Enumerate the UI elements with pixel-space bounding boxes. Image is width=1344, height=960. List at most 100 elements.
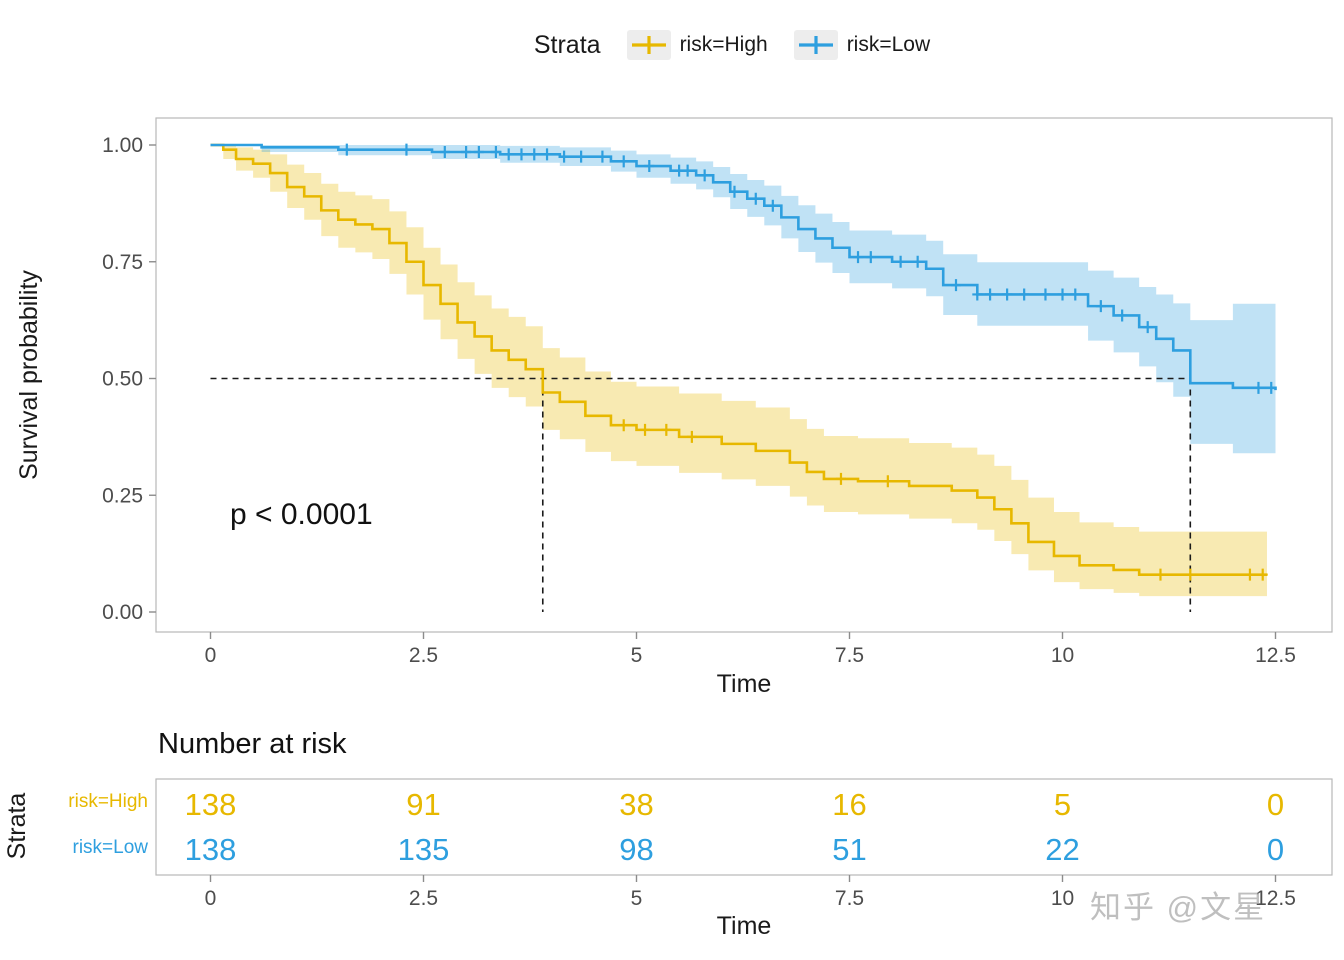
censor-mark [661, 423, 672, 436]
censor-mark [401, 143, 412, 156]
legend: Strata risk=High risk=Low [60, 30, 1344, 60]
x-tick-label: 12.5 [1255, 644, 1296, 667]
risk-x-tick-label: 5 [631, 887, 643, 910]
censor-mark [682, 164, 693, 177]
plus-censor-low-icon [793, 30, 838, 60]
censor-mark [341, 143, 352, 156]
risk-count: 16 [832, 787, 866, 822]
censor-mark [767, 199, 778, 212]
risk-x-tick-label: 0 [205, 887, 217, 910]
censor-mark [1155, 568, 1166, 581]
censor-mark [729, 185, 740, 198]
x-axis-title: Time [716, 670, 772, 698]
y-tick-label: 0.75 [102, 251, 143, 274]
risk-x-tick-label: 2.5 [409, 887, 438, 910]
risk-count: 98 [619, 832, 653, 867]
censor-mark [1185, 568, 1196, 581]
censor-mark [516, 148, 527, 161]
plot-panel [155, 117, 1333, 633]
censor-mark [473, 146, 484, 159]
censor-mark [640, 423, 651, 436]
risk-table-x-axis-title: Time [716, 912, 772, 940]
legend-label-risk-low: risk=Low [846, 33, 931, 56]
censor-mark [985, 288, 996, 301]
y-tick-label: 0.50 [102, 368, 143, 391]
censor-mark [972, 288, 983, 301]
risk-x-tick-label: 7.5 [835, 887, 864, 910]
censor-mark [1266, 381, 1277, 394]
censor-mark [439, 146, 450, 159]
risk-count: 91 [406, 787, 440, 822]
y-tick-label: 0.25 [102, 484, 143, 507]
censor-mark [559, 150, 570, 163]
risk-count: 138 [185, 787, 237, 822]
risk-count: 138 [185, 832, 237, 867]
risk-row-label-high: risk=High [68, 791, 148, 812]
censor-mark [1253, 381, 1264, 394]
censor-mark [503, 148, 514, 161]
censor-mark [1117, 309, 1128, 322]
censor-mark [1142, 321, 1153, 334]
legend-item-risk-low[interactable]: risk=Low [793, 30, 931, 60]
risk-x-tick-label: 10 [1051, 887, 1074, 910]
censor-mark [490, 146, 501, 159]
legend-label-risk-high: risk=High [679, 33, 768, 56]
risk-count: 5 [1054, 787, 1071, 822]
x-tick-label: 2.5 [409, 644, 438, 667]
censor-mark [674, 164, 685, 177]
ci-band-low [210, 145, 1276, 465]
censor-mark [618, 155, 629, 168]
censor-mark [895, 255, 906, 268]
legend-item-risk-high[interactable]: risk=High [626, 30, 768, 60]
risk-table-box [155, 778, 1333, 876]
censor-mark [750, 192, 761, 205]
risk-table-title: Number at risk [158, 728, 347, 760]
censor-mark [1257, 568, 1268, 581]
y-axis-title: Survival probability [15, 270, 43, 480]
risk-count: 135 [398, 832, 450, 867]
censor-mark [686, 430, 697, 443]
risk-row-label-low: risk=Low [72, 837, 149, 858]
risk-count: 0 [1267, 787, 1284, 822]
x-tick-label: 7.5 [835, 644, 864, 667]
risk-x-tick-label: 12.5 [1255, 887, 1296, 910]
censor-mark [1019, 288, 1030, 301]
legend-title: Strata [533, 30, 601, 59]
censor-mark [529, 148, 540, 161]
risk-table-y-axis-title: Strata [3, 792, 31, 860]
x-tick-label: 0 [205, 644, 217, 667]
censor-mark [644, 160, 655, 173]
censor-mark [853, 251, 864, 264]
censor-mark [882, 475, 893, 488]
ci-band-high [210, 145, 1267, 597]
y-tick-label: 0.00 [102, 601, 143, 624]
risk-count: 38 [619, 787, 653, 822]
y-tick-label: 1.00 [102, 134, 143, 157]
censor-mark [576, 150, 587, 163]
censor-mark [699, 169, 710, 182]
x-tick-label: 10 [1051, 644, 1074, 667]
censor-mark [1040, 288, 1051, 301]
survival-curve-high [210, 143, 1267, 576]
risk-count: 22 [1045, 832, 1079, 867]
x-tick-label: 5 [631, 644, 643, 667]
watermark: 知乎 @文星 [1090, 890, 1267, 925]
censor-mark [1095, 300, 1106, 313]
censor-mark [1244, 568, 1255, 581]
censor-mark [835, 472, 846, 485]
censor-mark [461, 146, 472, 159]
censor-mark [912, 255, 923, 268]
censor-mark [865, 251, 876, 264]
censor-mark [1057, 288, 1068, 301]
risk-count: 0 [1267, 832, 1284, 867]
censor-mark [597, 150, 608, 163]
censor-mark [618, 419, 629, 432]
pvalue-annotation: p < 0.0001 [230, 498, 373, 531]
censor-mark [542, 148, 553, 161]
censor-mark [951, 279, 961, 292]
risk-count: 51 [832, 832, 866, 867]
plus-censor-high-icon [626, 30, 671, 60]
censor-mark [1070, 288, 1081, 301]
